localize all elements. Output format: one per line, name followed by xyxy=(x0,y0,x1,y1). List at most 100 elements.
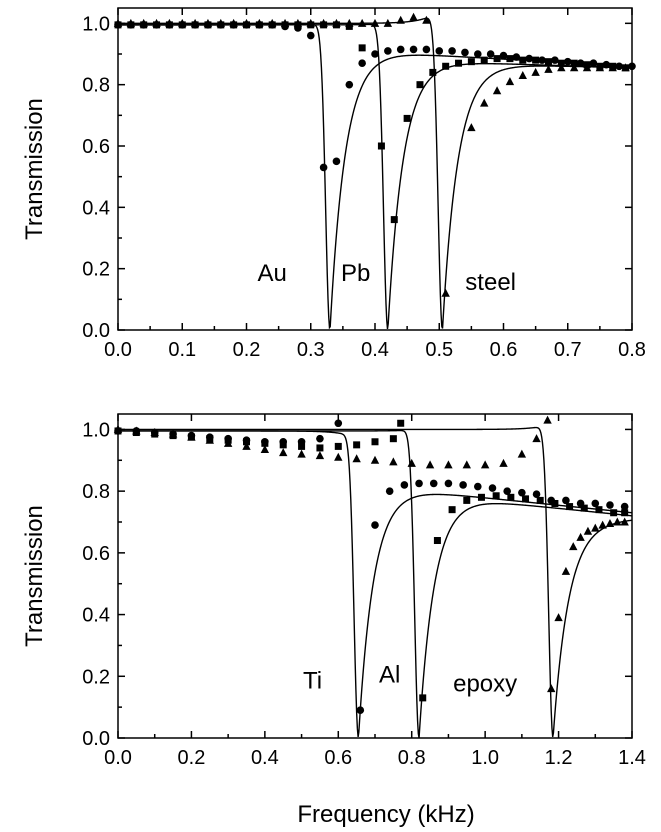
data-point-square xyxy=(316,444,324,452)
data-point-triangle xyxy=(190,18,200,27)
fit-curve-square xyxy=(118,23,632,330)
data-point-triangle xyxy=(543,415,552,424)
data-point-triangle xyxy=(370,18,380,27)
annotation-label: epoxy xyxy=(453,671,517,698)
data-point-circle xyxy=(532,490,541,499)
data-point-circle xyxy=(448,47,456,55)
data-point-circle xyxy=(371,521,379,529)
data-point-circle xyxy=(474,50,482,58)
data-point-triangle xyxy=(113,424,123,433)
data-point-circle xyxy=(334,419,343,428)
data-point-triangle xyxy=(139,18,148,27)
x-tick-label: 1.0 xyxy=(471,747,499,769)
data-point-square xyxy=(419,694,427,702)
x-tick-label: 1.2 xyxy=(545,747,573,769)
data-point-square xyxy=(536,496,544,504)
data-point-square xyxy=(610,509,618,517)
data-point-triangle xyxy=(582,63,592,72)
data-point-triangle xyxy=(345,18,354,27)
data-point-circle xyxy=(628,62,636,71)
data-point-circle xyxy=(538,56,546,64)
data-point-triangle xyxy=(621,63,630,72)
y-tick-label: 0.6 xyxy=(82,543,110,565)
data-point-triangle xyxy=(492,86,502,95)
data-point-triangle xyxy=(557,63,566,72)
data-point-circle xyxy=(518,488,526,497)
data-point-triangle xyxy=(531,67,540,76)
data-point-triangle xyxy=(547,684,556,693)
data-point-triangle xyxy=(229,18,238,27)
x-tick-label: 0.0 xyxy=(104,747,132,769)
data-point-circle xyxy=(415,479,423,488)
data-point-square xyxy=(519,56,527,64)
data-point-square xyxy=(493,55,501,63)
x-tick-label: 0.2 xyxy=(233,339,261,361)
data-point-circle xyxy=(551,56,559,64)
x-tick-label: 1.4 xyxy=(618,747,646,769)
data-point-square xyxy=(477,493,485,501)
x-tick-label: 0.5 xyxy=(425,339,453,361)
data-point-triangle xyxy=(544,64,553,73)
y-tick-label: 0.4 xyxy=(82,197,110,219)
top-panel: 0.0 0.1 0.2 0.3 0.4 0.5 0.6 0.7 0.8 0.0 0.2 0.4 0.6 0… xyxy=(21,7,646,361)
data-point-triangle xyxy=(505,77,515,86)
data-point-square xyxy=(551,499,559,507)
data-point-square xyxy=(580,504,588,512)
fit-curve-triangle xyxy=(118,426,632,738)
data-point-triangle xyxy=(409,12,418,21)
x-tick-label: 0.4 xyxy=(251,747,279,769)
data-point-triangle xyxy=(576,532,585,541)
data-point-square xyxy=(455,59,463,67)
data-point-triangle xyxy=(279,448,288,457)
data-point-square xyxy=(507,493,515,501)
data-point-triangle xyxy=(383,18,393,27)
annotation-label: Al xyxy=(379,661,400,688)
data-point-square xyxy=(621,509,629,517)
data-point-triangle xyxy=(268,18,277,27)
data-point-triangle xyxy=(370,455,380,464)
data-point-triangle xyxy=(444,460,453,469)
data-point-square xyxy=(570,59,578,67)
y-tick-label: 1.0 xyxy=(82,13,110,35)
annotation-label: Pb xyxy=(341,260,370,287)
data-point-triangle xyxy=(517,449,527,458)
x-tick-label: 0.6 xyxy=(324,747,352,769)
y-axis-title: Transmission xyxy=(21,98,48,240)
annotation-label: Ti xyxy=(303,668,322,695)
data-point-triangle xyxy=(569,542,578,551)
data-point-square xyxy=(403,114,411,122)
data-point-triangle xyxy=(591,523,600,532)
data-point-circle xyxy=(512,53,521,61)
data-point-triangle xyxy=(255,18,264,27)
data-point-circle xyxy=(332,157,341,166)
x-tick-label: 0.7 xyxy=(554,339,582,361)
data-point-square xyxy=(416,81,424,89)
data-point-triangle xyxy=(598,520,607,529)
data-point-triangle xyxy=(205,435,214,444)
data-point-square xyxy=(243,438,250,446)
data-point-square xyxy=(358,44,366,52)
annotation-label: Au xyxy=(258,260,287,287)
data-point-triangle xyxy=(242,18,251,27)
data-point-triangle xyxy=(260,444,270,453)
data-point-circle xyxy=(306,31,315,40)
data-point-square xyxy=(544,58,552,66)
fit-curve-circle xyxy=(118,430,632,738)
data-point-square xyxy=(279,441,287,449)
data-point-triangle xyxy=(150,428,159,437)
data-point-square xyxy=(467,58,475,66)
data-point-square xyxy=(298,442,306,450)
data-point-triangle xyxy=(480,460,490,469)
data-point-circle xyxy=(488,484,497,492)
data-point-circle xyxy=(486,50,495,58)
y-tick-label: 0.4 xyxy=(82,605,110,627)
y-tick-label: 0.2 xyxy=(82,259,110,281)
data-point-triangle xyxy=(187,432,196,441)
data-point-triangle xyxy=(561,566,571,575)
data-point-triangle xyxy=(242,441,251,450)
data-point-square xyxy=(557,59,565,67)
data-point-circle xyxy=(563,57,572,66)
y-axis-title: Transmission xyxy=(21,505,48,647)
data-point-triangle xyxy=(620,517,629,526)
